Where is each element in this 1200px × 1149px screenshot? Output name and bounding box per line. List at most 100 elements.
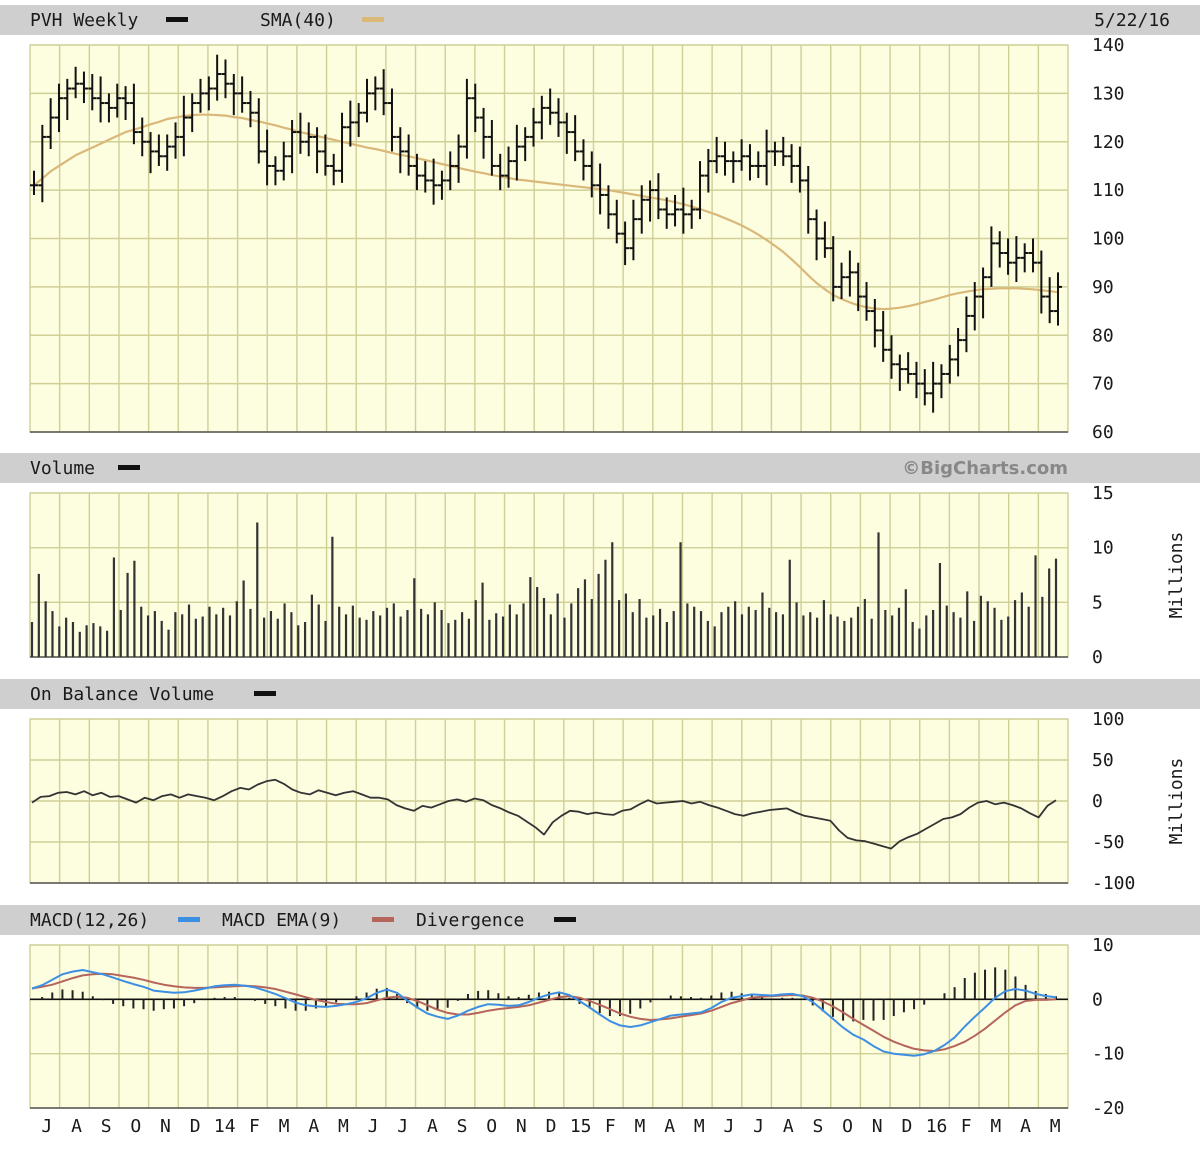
month-label: O [842, 1116, 853, 1137]
month-label: M [338, 1116, 349, 1137]
price-bar [820, 221, 829, 258]
month-label: 16 [926, 1116, 948, 1137]
volume-unit-label: Millions [1166, 532, 1187, 619]
price-bar [629, 199, 638, 261]
price-bar [129, 83, 138, 145]
price-bar [371, 76, 380, 111]
price-bar [171, 122, 180, 159]
macd-plot-area [29, 944, 1069, 1109]
price-bar [737, 139, 746, 171]
price-bar [995, 231, 1004, 268]
macd-line [31, 969, 1057, 1057]
price-bar [754, 151, 763, 179]
month-label: A [71, 1116, 82, 1137]
obv-panel: 100 50 0 -50 -100 Millions [29, 709, 1187, 894]
price-tick-label: 70 [1092, 374, 1114, 395]
price-legend-swatch [166, 17, 188, 22]
month-label: A [1020, 1116, 1031, 1137]
month-label: 14 [214, 1116, 236, 1137]
price-bar [521, 127, 530, 162]
price-bar [296, 112, 305, 154]
price-bar [471, 83, 480, 133]
month-label: N [516, 1116, 527, 1137]
price-bar [654, 173, 663, 220]
price-bar [745, 144, 754, 181]
sma-legend-swatch [362, 17, 384, 22]
obv-tick-label: 50 [1092, 750, 1114, 771]
price-tick-label: 130 [1092, 83, 1125, 104]
price-bar [895, 354, 904, 391]
price-bar [163, 134, 172, 171]
price-bar [354, 103, 363, 137]
price-tick-label: 60 [1092, 422, 1114, 443]
obv-tick-label: 100 [1092, 709, 1125, 730]
month-axis: J A S O N D 14 F M A M J J A S O N D 15 F M A M J J A S O N D 16 F M A M [41, 1116, 1060, 1137]
price-bar [795, 146, 804, 193]
month-label: J [724, 1116, 735, 1137]
price-bar [529, 107, 538, 147]
price-bar [329, 153, 338, 186]
month-label: A [664, 1116, 675, 1137]
volume-tick-label: 0 [1092, 647, 1103, 668]
price-bar [812, 209, 821, 261]
price-tick-label: 100 [1092, 229, 1125, 250]
price-bar [596, 163, 605, 215]
volume-panel: 15 10 5 0 Millions [29, 483, 1187, 668]
price-bar [446, 151, 455, 191]
obv-tick-label: 0 [1092, 791, 1103, 812]
sma-line [33, 113, 1059, 311]
month-label: J [753, 1116, 764, 1137]
month-label: S [812, 1116, 823, 1137]
price-bar [512, 124, 521, 181]
month-label: F [249, 1116, 260, 1137]
price-bar [604, 185, 613, 229]
price-bar [104, 93, 113, 123]
price-bar [46, 98, 55, 150]
price-bar [313, 127, 322, 174]
price-bar [421, 161, 430, 193]
obv-tick-label: -50 [1092, 832, 1125, 853]
price-bar [912, 361, 921, 399]
price-bar [38, 124, 47, 203]
price-bar [487, 119, 496, 176]
price-header-band [0, 5, 1200, 35]
price-bar [54, 83, 63, 133]
month-label: J [41, 1116, 52, 1137]
price-bar [979, 267, 988, 319]
price-bar [646, 180, 655, 222]
price-bar [904, 352, 913, 384]
obv-header-band [0, 679, 1200, 709]
month-label: D [901, 1116, 912, 1137]
price-bar [479, 107, 488, 159]
macd-label: MACD(12,26) [30, 910, 149, 931]
month-label: J [368, 1116, 379, 1137]
month-label: M [279, 1116, 290, 1137]
price-bar [437, 170, 446, 200]
price-bar [363, 78, 372, 123]
chart-title: PVH Weekly [30, 10, 139, 31]
price-bar [879, 311, 888, 362]
volume-label: Volume [30, 458, 95, 479]
price-bar [696, 161, 705, 220]
price-bar [188, 93, 197, 133]
price-bar [321, 134, 330, 176]
price-bar [987, 226, 996, 287]
price-bar [937, 364, 946, 399]
price-bar [704, 149, 713, 193]
price-bar [1045, 277, 1054, 324]
price-tick-label: 140 [1092, 35, 1125, 56]
price-bar [146, 132, 155, 174]
price-bar [712, 136, 721, 174]
price-bar [412, 153, 421, 191]
month-label: D [546, 1116, 557, 1137]
price-bar [221, 59, 230, 99]
price-bar [1037, 250, 1046, 314]
price-bar [671, 194, 680, 227]
chart-date: 5/22/16 [1094, 10, 1170, 31]
month-label: N [160, 1116, 171, 1137]
price-bar [338, 112, 347, 183]
price-bar [113, 83, 122, 118]
volume-legend-swatch [118, 465, 140, 470]
obv-legend-swatch [254, 691, 276, 696]
